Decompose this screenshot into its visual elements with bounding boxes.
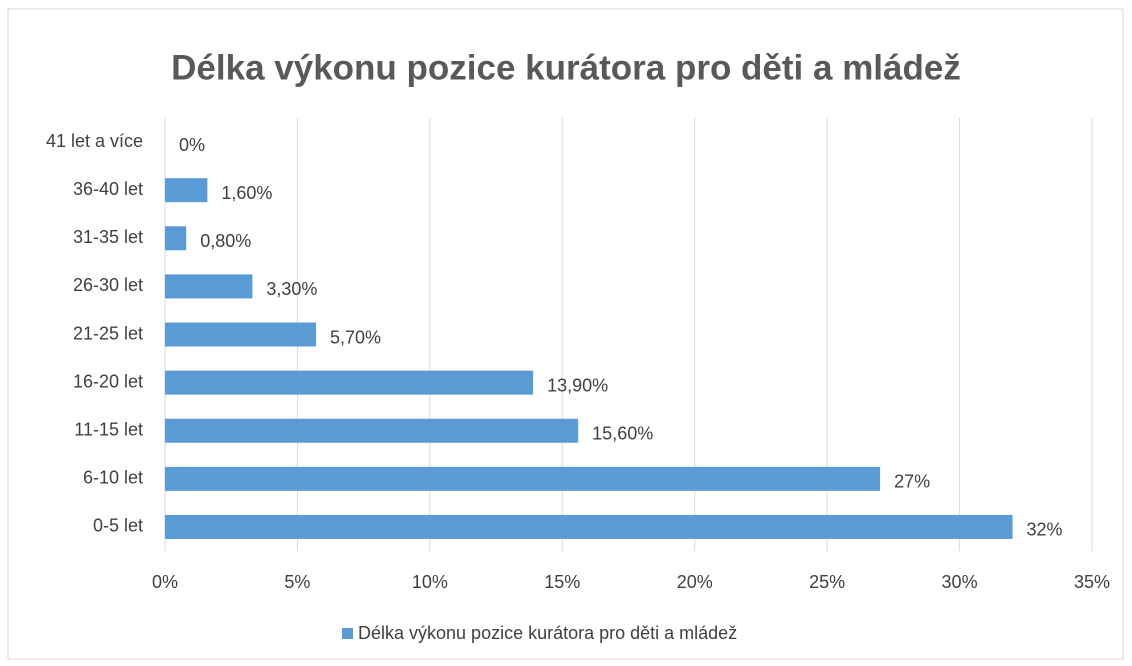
- bar: [165, 226, 187, 251]
- y-tick-label: 11-15 let: [74, 419, 143, 439]
- y-tick-label: 41 let a více: [46, 131, 143, 151]
- x-tick-label: 30%: [942, 572, 978, 592]
- chart-title: Délka výkonu pozice kurátora pro děti a …: [171, 48, 961, 87]
- y-tick-label: 26-30 let: [73, 275, 143, 295]
- data-label: 32%: [1027, 520, 1063, 540]
- bar: [165, 178, 208, 203]
- bar: [165, 322, 316, 347]
- x-tick-label: 0%: [152, 572, 178, 592]
- x-tick-label: 10%: [412, 572, 448, 592]
- bar: [165, 466, 881, 491]
- legend-swatch: [342, 628, 353, 639]
- y-tick-label: 6-10 let: [83, 468, 143, 488]
- y-tick-label: 36-40 let: [73, 179, 143, 199]
- bar: [165, 514, 1013, 539]
- x-tick-label: 15%: [544, 572, 580, 592]
- y-tick-label: 0-5 let: [93, 516, 143, 536]
- x-tick-label: 20%: [677, 572, 713, 592]
- y-tick-label: 21-25 let: [73, 323, 143, 343]
- data-label: 1,60%: [221, 183, 272, 203]
- x-tick-label: 25%: [809, 572, 845, 592]
- bar: [165, 274, 253, 299]
- data-label: 13,90%: [547, 375, 608, 395]
- data-label: 3,30%: [266, 279, 317, 299]
- data-label: 27%: [894, 472, 930, 492]
- bar: [165, 370, 534, 395]
- y-tick-label: 16-20 let: [73, 371, 143, 391]
- bar: [165, 418, 579, 443]
- data-label: 15,60%: [592, 423, 653, 443]
- data-label: 0,80%: [200, 231, 251, 251]
- data-label: 5,70%: [330, 327, 381, 347]
- data-label: 0%: [179, 135, 205, 155]
- legend-label: Délka výkonu pozice kurátora pro děti a …: [358, 623, 737, 643]
- x-tick-label: 5%: [284, 572, 310, 592]
- y-tick-label: 31-35 let: [73, 227, 143, 247]
- x-tick-label: 35%: [1074, 572, 1110, 592]
